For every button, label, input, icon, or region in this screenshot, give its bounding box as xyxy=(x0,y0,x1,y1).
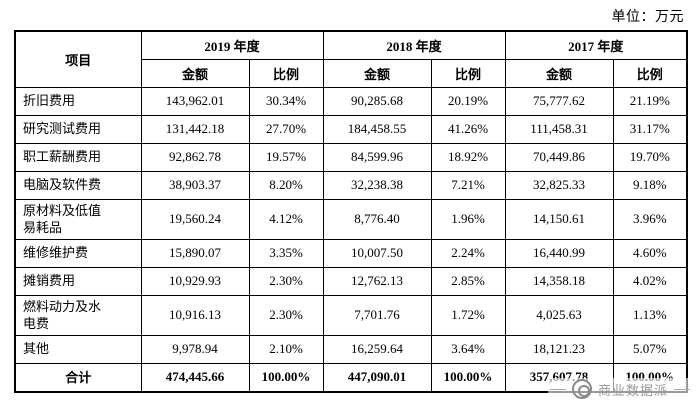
ratio-cell: 27.70% xyxy=(248,114,324,144)
ratio-cell: 1.13% xyxy=(612,294,688,336)
amount-cell: 14,358.18 xyxy=(504,266,614,296)
table-row: 摊销费用 10,929.93 2.30% 12,762.13 2.85% 14,358.1… xyxy=(14,266,688,296)
ratio-cell: 3.64% xyxy=(430,334,506,364)
col-header-amount-2019: 金额 xyxy=(140,58,250,88)
ratio-cell: 100.00% xyxy=(430,362,506,393)
amount-cell: 143,962.01 xyxy=(140,86,250,116)
watermark-line-right xyxy=(674,388,690,390)
ratio-cell: 3.35% xyxy=(248,238,324,268)
table-row: 原材料及低值 易耗品 19,560.24 4.12% 8,776.40 1.96% 14,… xyxy=(14,198,688,240)
table-row: 其他 9,978.94 2.10% 16,259.64 3.64% 18,121.23 5.… xyxy=(14,334,688,364)
col-header-amount-2018: 金额 xyxy=(322,58,432,88)
amount-cell: 14,150.61 xyxy=(504,198,614,240)
ratio-cell: 5.07% xyxy=(612,334,688,364)
ratio-cell: 9.18% xyxy=(612,170,688,200)
ratio-cell: 2.30% xyxy=(248,294,324,336)
amount-cell: 75,777.62 xyxy=(504,86,614,116)
ratio-cell: 2.30% xyxy=(248,266,324,296)
item-cell: 职工薪酬费用 xyxy=(14,142,142,172)
unit-label: 单位：万元 xyxy=(611,10,684,25)
col-header-year-2019: 2019 年度 xyxy=(140,30,324,60)
amount-cell: 131,442.18 xyxy=(140,114,250,144)
watermark-logo-icon xyxy=(571,379,592,399)
table-row: 研究测试费用 131,442.18 27.70% 184,458.55 41.26% 11… xyxy=(14,114,688,144)
watermark-line-left xyxy=(549,388,566,390)
amount-cell: 15,890.07 xyxy=(140,238,250,268)
ratio-cell: 30.34% xyxy=(248,86,324,116)
item-cell: 维修维护费 xyxy=(14,238,142,268)
ratio-cell: 4.60% xyxy=(612,238,688,268)
amount-cell: 184,458.55 xyxy=(322,114,432,144)
col-header-item: 项目 xyxy=(14,30,142,88)
item-cell: 其他 xyxy=(14,334,142,364)
table-header: 项目 2019 年度 2018 年度 2017 年度 金额 比例 金额 比例 金… xyxy=(14,30,688,88)
amount-cell: 9,978.94 xyxy=(140,334,250,364)
ratio-cell: 4.02% xyxy=(612,266,688,296)
watermark-text: 商业数据派 xyxy=(597,382,668,398)
col-header-amount-2017: 金额 xyxy=(504,58,614,88)
table-row: 维修维护费 15,890.07 3.35% 10,007.50 2.24% 16,440.… xyxy=(14,238,688,268)
amount-cell: 18,121.23 xyxy=(504,334,614,364)
amount-cell: 70,449.86 xyxy=(504,142,614,172)
item-cell: 原材料及低值 易耗品 xyxy=(14,198,142,240)
amount-cell: 8,776.40 xyxy=(322,198,432,240)
item-cell: 摊销费用 xyxy=(14,266,142,296)
table-row: 电脑及软件费 38,903.37 8.20% 32,238.38 7.21% 32,825… xyxy=(14,170,688,200)
amount-cell: 38,903.37 xyxy=(140,170,250,200)
col-header-ratio-2019: 比例 xyxy=(248,58,324,88)
table-body: 折旧费用 143,962.01 30.34% 90,285.68 20.19% 75,77… xyxy=(14,86,688,393)
expense-table: 项目 2019 年度 2018 年度 2017 年度 金额 比例 金额 比例 金… xyxy=(14,30,689,394)
amount-cell: 32,238.38 xyxy=(322,170,432,200)
ratio-cell: 19.70% xyxy=(612,142,688,172)
item-cell: 研究测试费用 xyxy=(14,114,142,144)
amount-cell: 92,862.78 xyxy=(140,142,250,172)
item-cell: 折旧费用 xyxy=(14,86,142,116)
ratio-cell: 1.72% xyxy=(430,294,506,336)
amount-cell: 90,285.68 xyxy=(322,86,432,116)
watermark: 商业数据派 xyxy=(547,378,692,400)
ratio-cell: 21.19% xyxy=(612,86,688,116)
amount-cell: 10,929.93 xyxy=(140,266,250,296)
table-row: 职工薪酬费用 92,862.78 19.57% 84,599.96 18.92% 70,4… xyxy=(14,142,688,172)
amount-cell: 16,259.64 xyxy=(322,334,432,364)
amount-cell: 4,025.63 xyxy=(504,294,614,336)
col-header-year-2018: 2018 年度 xyxy=(322,30,506,60)
col-header-ratio-2018: 比例 xyxy=(430,58,506,88)
amount-cell: 19,560.24 xyxy=(140,198,250,240)
amount-cell: 7,701.76 xyxy=(322,294,432,336)
table-row: 折旧费用 143,962.01 30.34% 90,285.68 20.19% 75,77… xyxy=(14,86,688,116)
ratio-cell: 19.57% xyxy=(248,142,324,172)
amount-cell: 447,090.01 xyxy=(322,362,432,393)
amount-cell: 16,440.99 xyxy=(504,238,614,268)
ratio-cell: 1.96% xyxy=(430,198,506,240)
ratio-cell: 31.17% xyxy=(612,114,688,144)
ratio-cell: 41.26% xyxy=(430,114,506,144)
amount-cell: 474,445.66 xyxy=(140,362,250,393)
table-row: 燃料动力及水 电费 10,916.13 2.30% 7,701.76 1.72% 4,02… xyxy=(14,294,688,336)
item-cell: 合计 xyxy=(14,362,142,393)
ratio-cell: 100.00% xyxy=(248,362,324,393)
amount-cell: 84,599.96 xyxy=(322,142,432,172)
col-header-year-2017: 2017 年度 xyxy=(504,30,688,60)
ratio-cell: 8.20% xyxy=(248,170,324,200)
amount-cell: 10,007.50 xyxy=(322,238,432,268)
header-row-years: 项目 2019 年度 2018 年度 2017 年度 xyxy=(14,30,688,88)
ratio-cell: 2.24% xyxy=(430,238,506,268)
item-cell: 燃料动力及水 电费 xyxy=(14,294,142,336)
ratio-cell: 4.12% xyxy=(248,198,324,240)
item-cell: 电脑及软件费 xyxy=(14,170,142,200)
ratio-cell: 7.21% xyxy=(430,170,506,200)
amount-cell: 111,458.31 xyxy=(504,114,614,144)
ratio-cell: 20.19% xyxy=(430,86,506,116)
amount-cell: 10,916.13 xyxy=(140,294,250,336)
ratio-cell: 3.96% xyxy=(612,198,688,240)
header-row-measures: 金额 比例 金额 比例 金额 比例 xyxy=(15,58,688,88)
amount-cell: 12,762.13 xyxy=(322,266,432,296)
ratio-cell: 2.10% xyxy=(248,334,324,364)
amount-cell: 32,825.33 xyxy=(504,170,614,200)
ratio-cell: 18.92% xyxy=(430,142,506,172)
ratio-cell: 2.85% xyxy=(430,266,506,296)
col-header-ratio-2017: 比例 xyxy=(612,58,688,88)
